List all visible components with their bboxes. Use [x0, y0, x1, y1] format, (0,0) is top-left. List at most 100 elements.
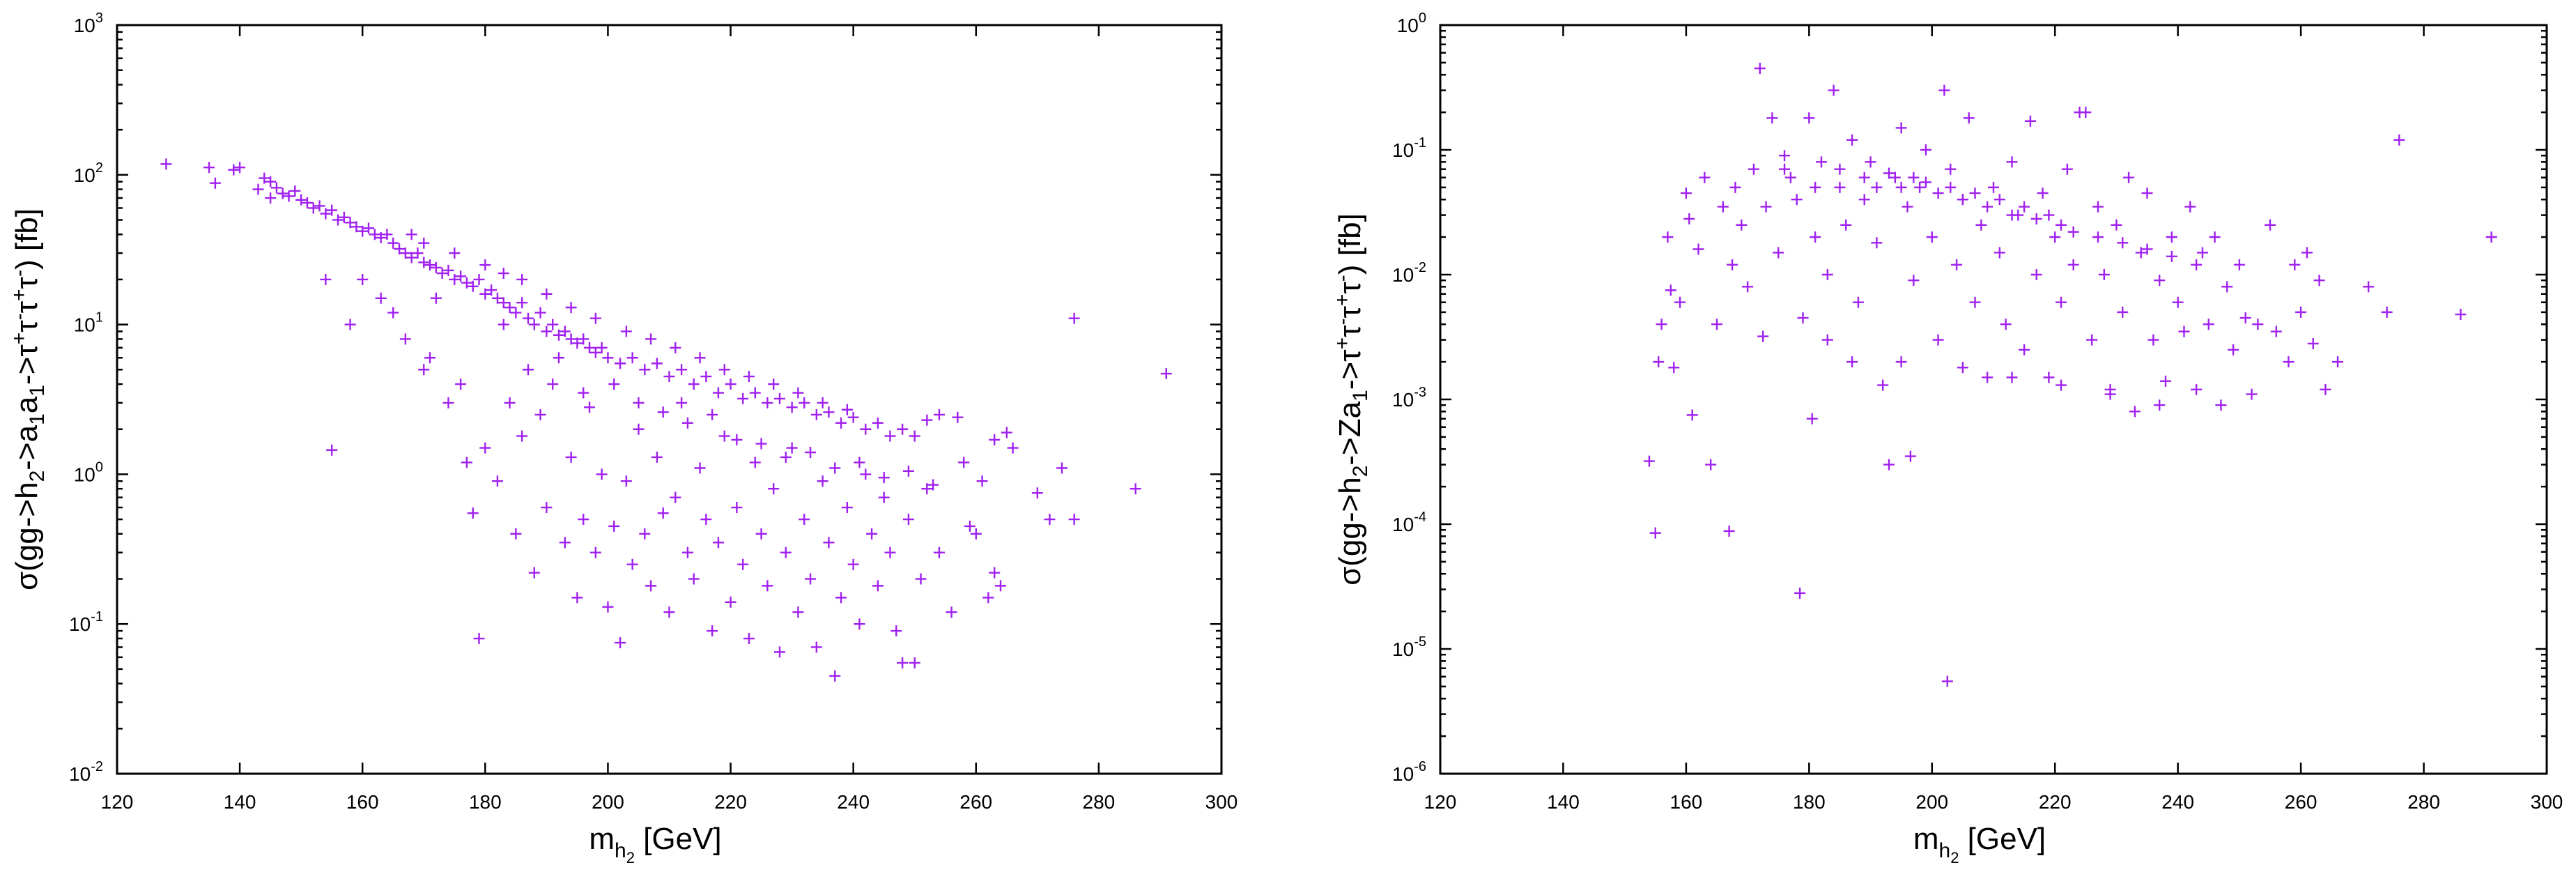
right-data-point — [1649, 527, 1661, 539]
left-data-point — [737, 392, 749, 404]
left-data-point — [792, 387, 804, 399]
right-data-point — [1846, 356, 1858, 368]
right-data-point — [2178, 326, 2190, 337]
left-data-point — [541, 288, 553, 300]
left-x-tick-label: 120 — [101, 791, 134, 813]
left-data-point — [755, 438, 767, 450]
right-data-point — [2067, 226, 2079, 238]
right-data-point — [1699, 171, 1711, 183]
left-data-point — [620, 326, 632, 337]
left-data-point — [817, 475, 828, 487]
right-data-point — [2104, 388, 2116, 400]
left-x-tick-labels: 120 140 160 180 200 220 240 260 280 300 — [101, 791, 1238, 813]
left-data-point — [283, 190, 295, 202]
right-data-point — [2301, 247, 2313, 259]
right-data-point — [1784, 171, 1796, 183]
right-data-point — [2123, 171, 2135, 183]
left-data-point — [847, 411, 859, 423]
right-data-point — [2313, 275, 2325, 286]
left-data-point — [289, 185, 301, 197]
left-data-point — [344, 319, 356, 330]
right-data-point — [1705, 459, 1717, 471]
left-data-point — [479, 288, 491, 300]
left-data-point — [596, 342, 608, 353]
left-data-point — [565, 302, 577, 314]
right-y-tick-label: 10-2 — [1392, 260, 1426, 286]
right-data-point — [2092, 201, 2104, 213]
left-data-point — [387, 237, 399, 249]
right-data-point — [2043, 372, 2055, 383]
right-data-point — [2265, 219, 2276, 231]
right-data-point — [1920, 176, 1931, 188]
left-data-point — [829, 670, 841, 682]
left-y-tick-label: 10-1 — [69, 609, 103, 635]
right-x-tick-label: 140 — [1547, 791, 1580, 813]
left-data-point — [486, 284, 498, 296]
left-data-point — [860, 468, 872, 480]
right-data-point — [2233, 259, 2245, 270]
left-data-point — [872, 580, 884, 592]
left-data-point — [399, 333, 411, 345]
right-data-point — [2092, 231, 2104, 243]
right-data-point — [2000, 319, 2012, 330]
left-data-point — [792, 606, 804, 618]
left-data-point — [455, 378, 467, 390]
left-data-point — [504, 302, 516, 314]
left-data-point — [976, 475, 988, 487]
left-data-point — [841, 404, 853, 415]
left-data-point — [326, 444, 338, 456]
right-data-point — [2043, 209, 2055, 221]
left-data-point — [897, 423, 909, 435]
right-data-point — [1932, 188, 1944, 199]
right-x-tick-label: 240 — [2161, 791, 2194, 813]
right-data-point — [1988, 181, 1999, 193]
right-data-point — [2117, 306, 2129, 318]
left-data-point — [921, 414, 933, 426]
left-data-point — [989, 567, 1001, 579]
left-data-point — [406, 229, 417, 240]
right-data-point — [1821, 269, 1833, 280]
right-data-point — [1653, 356, 1665, 368]
left-data-point — [902, 514, 914, 526]
left-data-point — [1068, 514, 1080, 526]
left-data-point — [534, 408, 546, 420]
right-data-point — [1932, 334, 1944, 346]
right-data-point — [2006, 372, 2018, 383]
left-data-point — [455, 270, 467, 282]
right-data-point — [1941, 675, 1953, 687]
left-plot-frame — [116, 24, 1223, 775]
right-data-point — [2080, 107, 2092, 118]
left-data-point — [780, 546, 792, 558]
right-data-point — [2455, 309, 2467, 321]
left-data-point — [565, 451, 577, 463]
left-data-point — [608, 520, 620, 532]
left-data-point — [418, 237, 430, 249]
right-data-point — [1926, 231, 1938, 243]
right-data-point — [1742, 281, 1754, 293]
left-data-point — [602, 601, 614, 613]
right-data-point — [1945, 163, 1957, 175]
left-data-point — [547, 378, 559, 390]
left-data-point — [473, 633, 485, 645]
left-data-point — [731, 502, 743, 514]
left-y-tick-labels: 10-2 10-1 100 101 102 103 — [69, 10, 103, 785]
left-data-point — [578, 514, 589, 526]
right-data-point — [1993, 247, 2005, 259]
right-data-point — [2283, 356, 2295, 368]
right-data-point — [1662, 231, 1674, 243]
right-data-point — [2019, 201, 2030, 213]
right-data-point — [2246, 388, 2258, 400]
right-data-point — [1969, 296, 1981, 308]
right-data-point — [2191, 383, 2203, 395]
right-data-point — [1877, 379, 1889, 391]
left-data-point — [510, 528, 522, 540]
left-data-point — [467, 507, 479, 519]
right-data-point — [2129, 406, 2141, 418]
right-x-tick-label: 200 — [1915, 791, 1948, 813]
right-data-point — [1920, 144, 1931, 155]
right-data-point — [1711, 319, 1722, 330]
left-data-point — [375, 292, 387, 304]
right-data-point — [1797, 312, 1809, 324]
left-x-tick-label: 240 — [837, 791, 870, 813]
left-x-axis-title: mh2 [GeV] — [589, 822, 721, 866]
